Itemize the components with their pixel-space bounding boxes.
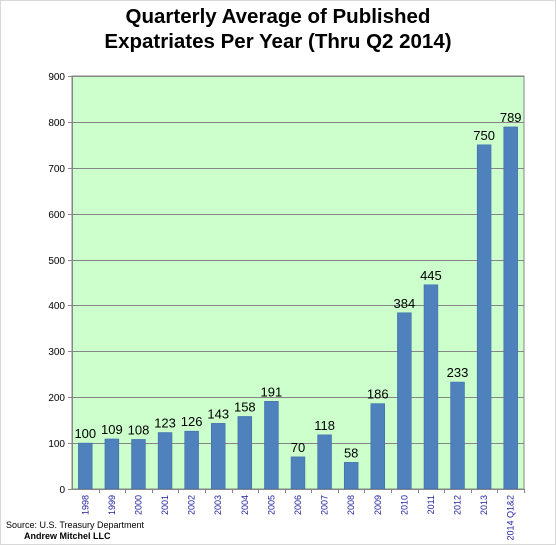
data-label-2009: 186 xyxy=(367,387,389,402)
data-label-2011: 445 xyxy=(420,268,442,283)
y-tick-label-300: 300 xyxy=(48,347,65,358)
x-tick-label-2005: 2005 xyxy=(266,495,276,515)
x-tick-label-2014-Q1-2: 2014 Q1&2 xyxy=(506,495,516,541)
x-tick-label-2001: 2001 xyxy=(160,495,170,515)
data-label-2000: 108 xyxy=(128,422,150,437)
plot-area xyxy=(71,75,525,490)
bar-2010 xyxy=(397,312,412,490)
chart-title-line2: Expatriates Per Year (Thru Q2 2014) xyxy=(104,30,452,53)
x-tick-label-2000: 2000 xyxy=(133,495,143,515)
bar-1998 xyxy=(78,442,93,490)
data-label-2003: 143 xyxy=(207,406,229,421)
data-label-2001: 123 xyxy=(154,416,176,431)
x-tick-label-2011: 2011 xyxy=(426,495,436,514)
x-tick-label-1999: 1999 xyxy=(107,495,117,515)
data-label-2010: 384 xyxy=(394,296,416,311)
chart-title: Quarterly Average of Published Expatriat… xyxy=(0,4,556,54)
x-tick-label-2012: 2012 xyxy=(453,495,463,515)
data-label-2007: 118 xyxy=(314,418,335,433)
y-tick-label-500: 500 xyxy=(48,256,65,267)
bar-2002 xyxy=(184,430,199,490)
x-tick-label-2004: 2004 xyxy=(240,495,250,515)
bar-2001 xyxy=(157,432,173,490)
x-tick-label-1998: 1998 xyxy=(80,495,90,515)
y-tick-label-900: 900 xyxy=(48,72,65,83)
bar-1999 xyxy=(104,438,120,490)
x-tick-label-2010: 2010 xyxy=(399,495,409,515)
y-tick-label-700: 700 xyxy=(48,164,65,175)
data-label-2004: 158 xyxy=(234,399,256,414)
author-note: Andrew Mitchel LLC xyxy=(24,531,111,541)
y-tick-label-600: 600 xyxy=(48,210,65,221)
data-label-2012: 233 xyxy=(447,365,469,380)
x-tick-label-2006: 2006 xyxy=(293,495,303,515)
data-label-2002: 126 xyxy=(181,414,203,429)
chart-title-line1: Quarterly Average of Published xyxy=(125,5,431,28)
y-tick-label-200: 200 xyxy=(48,393,65,404)
data-label-1998: 100 xyxy=(74,426,96,441)
y-tick-label-0: 0 xyxy=(59,485,65,496)
y-tick-label-100: 100 xyxy=(48,439,65,450)
bar-2006 xyxy=(290,456,306,490)
x-tick-label-2009: 2009 xyxy=(373,495,383,515)
data-label-2008: 58 xyxy=(344,445,358,460)
source-note: Source: U.S. Treasury Department xyxy=(6,520,145,530)
x-tick-label-2008: 2008 xyxy=(346,495,356,515)
x-axis: 1998 1999 2000 2001 2002 2003 2004 2005 2006 2007… xyxy=(72,489,525,541)
y-tick-label-400: 400 xyxy=(48,301,65,312)
y-axis: 0 100 200 300 400 500 600 700 800 900 xyxy=(48,72,73,496)
data-label-2013: 750 xyxy=(473,128,495,143)
y-tick-label-800: 800 xyxy=(48,118,65,129)
bar-2009 xyxy=(370,403,385,490)
x-tick-label-2002: 2002 xyxy=(187,495,197,515)
data-labels: 100 109 108 123 126 143 158 191 70 118 58 186 384 445… xyxy=(74,110,521,460)
x-tick-label-2013: 2013 xyxy=(479,495,489,515)
bar-2012 xyxy=(450,381,465,490)
bar-2003 xyxy=(211,423,226,490)
gridlines xyxy=(72,76,524,444)
bar-2004 xyxy=(237,416,253,490)
data-label-1999: 109 xyxy=(101,422,123,437)
bar-2007 xyxy=(317,434,332,490)
bar-2014-Q1-2 xyxy=(503,126,518,490)
bar-2000 xyxy=(131,439,146,490)
x-tick-label-2007: 2007 xyxy=(320,495,330,515)
bar-2005 xyxy=(264,401,279,490)
bars xyxy=(78,126,518,490)
bar-2008 xyxy=(343,462,359,490)
data-label-2014-Q1-2: 789 xyxy=(500,110,522,125)
data-label-2005: 191 xyxy=(261,384,283,399)
bar-2013 xyxy=(476,144,492,490)
x-tick-label-2003: 2003 xyxy=(213,495,223,515)
data-label-2006: 70 xyxy=(291,440,305,455)
bar-2011 xyxy=(423,284,439,490)
